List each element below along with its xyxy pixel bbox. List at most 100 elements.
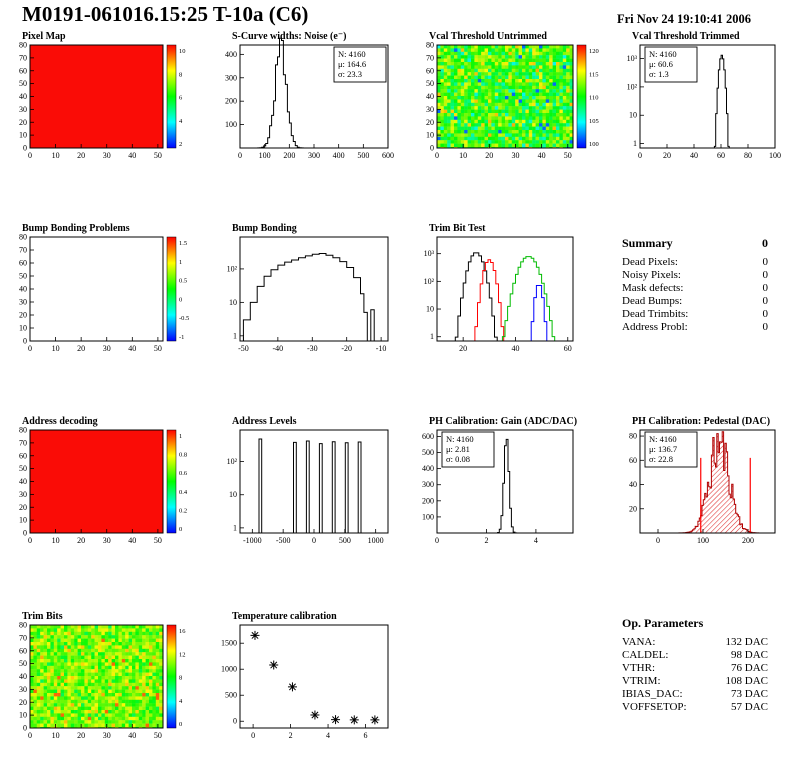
chart-title-scurve-noise: S-Curve widths: Noise (e⁻) — [232, 31, 347, 42]
hist-series — [494, 256, 563, 342]
summary-heading-row: Summary 0 — [622, 236, 768, 251]
asterisk-marker — [269, 660, 279, 670]
svg-text:40: 40 — [19, 92, 27, 101]
svg-text:40: 40 — [19, 285, 27, 294]
svg-text:400: 400 — [422, 464, 434, 473]
chart-title-pixel-map: Pixel Map — [22, 31, 66, 42]
svg-text:200: 200 — [225, 97, 237, 106]
svg-text:-40: -40 — [273, 344, 284, 353]
svg-text:100: 100 — [259, 151, 271, 160]
svg-text:0: 0 — [233, 717, 237, 726]
svg-text:1: 1 — [233, 331, 237, 340]
svg-text:600: 600 — [422, 432, 434, 441]
kv-label: VOFFSETOP: — [622, 701, 687, 713]
svg-text:N: 4160: N: 4160 — [649, 434, 677, 444]
svg-text:20: 20 — [663, 151, 671, 160]
kv-value: 0 — [762, 308, 769, 320]
hist-series — [242, 253, 375, 342]
svg-text:0: 0 — [23, 724, 27, 733]
op-parameters-heading-row: Op. Parameters — [622, 616, 768, 631]
svg-text:20: 20 — [459, 344, 467, 353]
svg-text:30: 30 — [19, 298, 27, 307]
svg-text:50: 50 — [154, 731, 162, 740]
svg-text:200: 200 — [422, 496, 434, 505]
kv-value: 0 — [762, 321, 769, 333]
svg-text:60: 60 — [629, 456, 637, 465]
svg-text:80: 80 — [19, 621, 27, 630]
svg-text:1: 1 — [179, 433, 182, 440]
chart-pixel-map: 0 10 20 30 40 50 0 10 20 30 40 50 60 70 80 10 8 6 4 2 — [19, 41, 186, 161]
chart-title-trimbit-test: Trim Bit Test — [429, 223, 486, 234]
kv-label: Address Probl: — [622, 321, 688, 333]
chart-scurve-noise: 0 100 200 300 400 500 600 100 200 300 400 N: 4160μ:… — [225, 37, 394, 160]
page-date: Fri Nov 24 19:10:41 2006 — [617, 12, 752, 26]
svg-text:600: 600 — [382, 151, 394, 160]
kv-row: VANA: 132 DAC — [622, 636, 768, 649]
summary-total: 0 — [762, 236, 768, 250]
kv-value: 0 — [762, 282, 769, 294]
svg-text:-1000: -1000 — [243, 536, 262, 545]
svg-text:70: 70 — [19, 53, 27, 62]
svg-text:40: 40 — [128, 731, 136, 740]
svg-text:10: 10 — [426, 305, 434, 314]
svg-text:1: 1 — [633, 139, 637, 148]
kv-value: 98 DAC — [731, 649, 768, 661]
svg-text:12: 12 — [179, 651, 186, 658]
svg-text:20: 20 — [426, 118, 434, 127]
svg-text:20: 20 — [19, 311, 27, 320]
svg-text:0.8: 0.8 — [179, 452, 187, 459]
summary-heading: Summary — [622, 236, 673, 250]
svg-text:50: 50 — [19, 464, 27, 473]
svg-text:500: 500 — [422, 448, 434, 457]
svg-text:-1: -1 — [179, 334, 184, 341]
hist-series — [667, 431, 772, 534]
kv-row: Dead Pixels: 0 — [622, 256, 768, 269]
svg-text:0: 0 — [23, 144, 27, 153]
svg-text:40: 40 — [690, 151, 698, 160]
svg-text:60: 60 — [426, 66, 434, 75]
svg-text:20: 20 — [19, 698, 27, 707]
svg-text:50: 50 — [19, 79, 27, 88]
svg-text:30: 30 — [19, 490, 27, 499]
svg-text:40: 40 — [629, 480, 637, 489]
colorbar — [166, 44, 177, 149]
chart-title-address-decoding: Address decoding — [22, 416, 98, 427]
svg-text:40: 40 — [538, 151, 546, 160]
svg-text:40: 40 — [19, 477, 27, 486]
svg-text:N: 4160: N: 4160 — [446, 434, 474, 444]
hist-series — [251, 37, 312, 149]
svg-text:10: 10 — [19, 324, 27, 333]
svg-text:500: 500 — [339, 536, 351, 545]
asterisk-marker — [370, 715, 380, 725]
svg-text:10: 10 — [459, 151, 467, 160]
svg-text:10: 10 — [52, 344, 60, 353]
plot-frame — [436, 236, 574, 342]
chart-title-ph-pedestal: PH Calibration: Pedestal (DAC) — [632, 416, 771, 427]
colorbar — [166, 624, 177, 729]
svg-text:20: 20 — [77, 536, 85, 545]
op-parameters-block: Op. Parameters VANA: 132 DAC CALDEL: 98 DAC… — [622, 616, 768, 714]
svg-text:μ: 60.6: μ: 60.6 — [649, 59, 673, 69]
svg-text:0.2: 0.2 — [179, 507, 187, 514]
svg-text:10: 10 — [19, 711, 27, 720]
svg-text:100: 100 — [697, 536, 709, 545]
svg-text:4: 4 — [179, 118, 183, 125]
hist-series — [712, 54, 732, 149]
svg-text:200: 200 — [742, 536, 754, 545]
svg-text:20: 20 — [77, 731, 85, 740]
svg-text:400: 400 — [225, 50, 237, 59]
svg-text:500: 500 — [225, 691, 237, 700]
svg-text:50: 50 — [19, 272, 27, 281]
svg-text:60: 60 — [19, 646, 27, 655]
svg-text:10: 10 — [629, 111, 637, 120]
colorbar — [576, 44, 587, 149]
svg-text:40: 40 — [128, 344, 136, 353]
svg-text:60: 60 — [564, 344, 572, 353]
kv-value: 73 DAC — [731, 688, 768, 700]
svg-text:10²: 10² — [227, 457, 238, 466]
svg-text:0: 0 — [28, 731, 32, 740]
stats-box — [441, 431, 495, 468]
kv-label: VANA: — [622, 636, 656, 648]
chart-bump-bonding: -50 -40 -30 -20 -10 1 10 10² — [227, 236, 389, 353]
